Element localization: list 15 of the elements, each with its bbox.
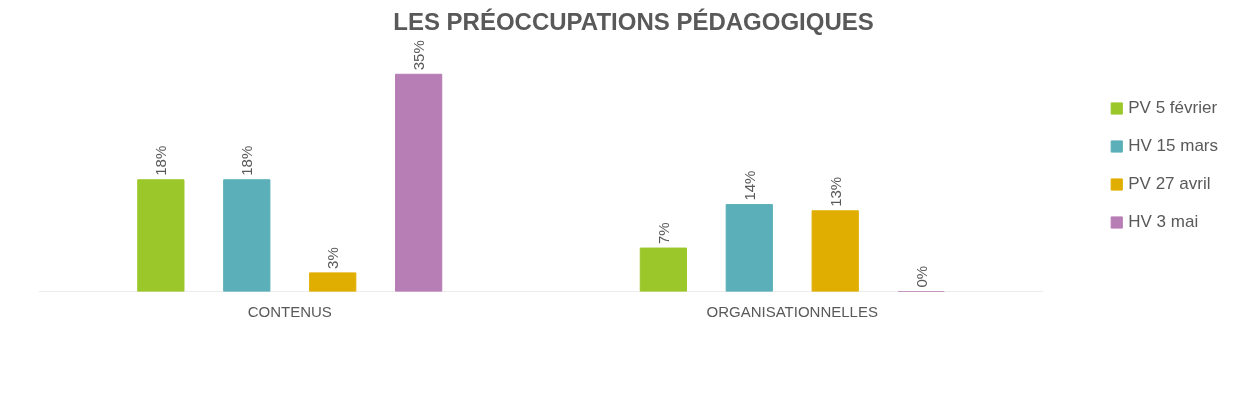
data-label: 18% [152,145,170,176]
data-label: 14% [740,170,758,201]
x-tick-label: ORGANISATIONNELLES [706,302,878,320]
chart-title: LES PRÉOCCUPATIONS PÉDAGOGIQUES [393,7,874,35]
x-tick-label: CONTENUS [247,302,332,320]
legend-label: HV 15 mars [1128,136,1218,156]
data-label: 13% [826,176,844,207]
legend-label: PV 27 avril [1128,174,1211,194]
legend-label: PV 5 février [1128,98,1218,118]
data-label: 0% [912,265,930,288]
data-label: 7% [654,222,672,245]
data-label: 3% [324,247,342,269]
data-label: 35% [410,40,428,71]
legend-label: HV 3 mai [1128,212,1199,232]
data-label: 18% [238,145,256,176]
